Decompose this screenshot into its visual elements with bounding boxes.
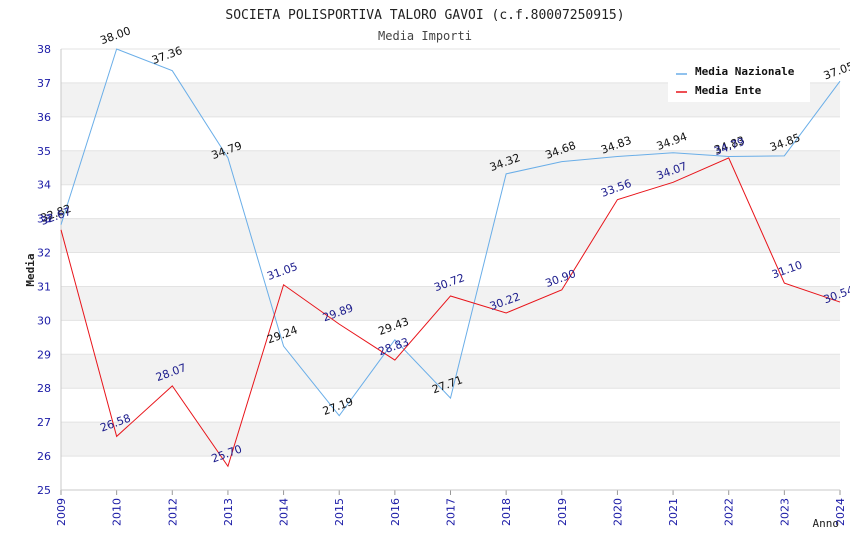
legend: Media Nazionale Media Ente [668, 60, 810, 102]
x-tick-label: 2009 [55, 498, 68, 526]
chart-subtitle: Media Importi [378, 29, 472, 43]
y-tick-label: 34 [37, 179, 51, 192]
legend-label-ente: Media Ente [695, 84, 762, 97]
y-tick-label: 26 [37, 450, 51, 463]
y-tick-label: 37 [37, 77, 51, 90]
grid-band [61, 388, 840, 423]
y-tick-label: 28 [37, 382, 51, 395]
grid-band [61, 320, 840, 355]
y-tick-label: 29 [37, 348, 51, 361]
y-tick-label: 30 [37, 314, 51, 327]
y-tick-label: 27 [37, 416, 51, 429]
grid-band [61, 354, 840, 389]
grid-band [61, 116, 840, 151]
y-tick-label: 38 [37, 43, 51, 56]
series-line-media-nazionale [60, 48, 841, 417]
y-axis-title: Media [24, 253, 37, 286]
data-label: 38.00 [98, 24, 132, 47]
legend-box [668, 60, 810, 102]
x-tick-label: 2016 [389, 498, 402, 526]
series-lines [60, 48, 841, 468]
x-axis-ticks: 2009 2010 2012 2013 2014 2015 2016 2017 2018 2019… [55, 490, 847, 526]
legend-label-nazionale: Media Nazionale [695, 65, 795, 78]
x-tick-label: 2012 [166, 498, 179, 526]
grid-band [61, 456, 840, 490]
x-tick-label: 2020 [611, 498, 624, 526]
x-tick-label: 2010 [111, 498, 124, 526]
grid-bands [61, 48, 840, 491]
grid-band [61, 422, 840, 457]
y-tick-label: 31 [37, 280, 51, 293]
grid-band [61, 286, 840, 321]
y-axis-ticks: 25 26 27 28 29 30 31 32 33 34 35 36 37 38 [37, 43, 51, 497]
y-tick-label: 33 [37, 213, 51, 226]
x-tick-label: 2018 [500, 498, 513, 526]
y-tick-label: 35 [37, 145, 51, 158]
x-tick-label: 2014 [278, 498, 291, 526]
y-tick-label: 32 [37, 247, 51, 260]
grid-band [61, 184, 840, 219]
x-tick-label: 2024 [834, 498, 847, 526]
series-line-media-ente [60, 157, 841, 468]
grid-band [61, 150, 840, 185]
grid-band [61, 252, 840, 287]
x-tick-label: 2019 [556, 498, 569, 526]
x-tick-label: 2023 [778, 498, 791, 526]
x-tick-label: 2021 [667, 498, 680, 526]
grid-band [61, 218, 840, 253]
x-axis-title: Anno [813, 517, 840, 530]
x-tick-label: 2015 [333, 498, 346, 526]
x-tick-label: 2013 [222, 498, 235, 526]
y-tick-label: 36 [37, 111, 51, 124]
x-tick-label: 2017 [445, 498, 458, 526]
y-tick-label: 25 [37, 484, 51, 497]
chart-title: SOCIETA POLISPORTIVA TALORO GAVOI (c.f.8… [225, 8, 624, 23]
x-tick-label: 2022 [723, 498, 736, 526]
